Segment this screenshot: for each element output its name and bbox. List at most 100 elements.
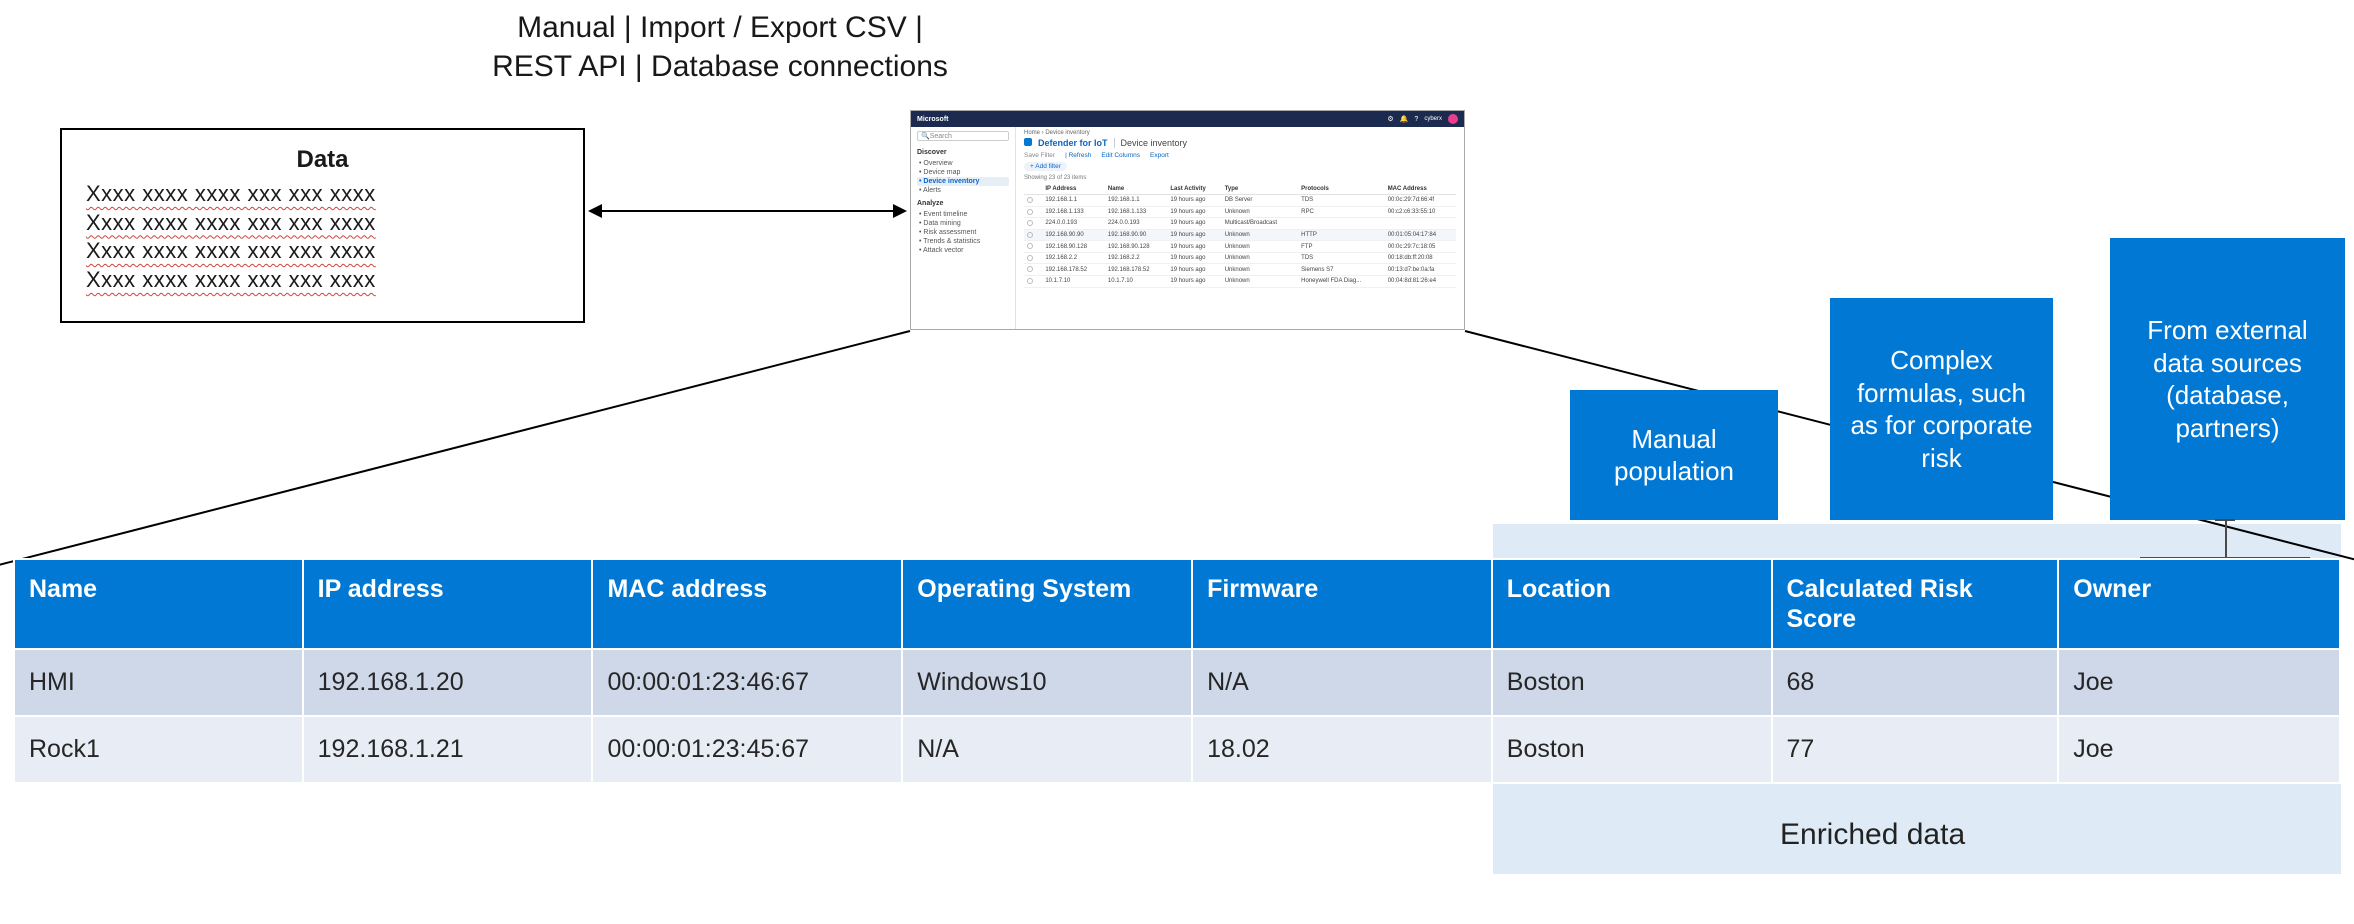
table-cell: Joe xyxy=(2058,649,2340,716)
mini-table-row[interactable]: 192.168.178.52192.168.178.5219 hours ago… xyxy=(1024,264,1456,276)
table-header-name: Name xyxy=(14,559,303,649)
sidebar-item-device-map[interactable]: • Device map xyxy=(917,168,1009,177)
mini-cell: 19 hours ago xyxy=(1167,252,1221,264)
mini-cell: 00:01:05:04:17:84 xyxy=(1385,229,1456,241)
data-placeholder-row: Xxxx xxxx xxxx xxx xxx xxxx xyxy=(86,209,559,238)
row-checkbox[interactable] xyxy=(1024,264,1042,276)
toolbar-savefilter[interactable]: Save Filter xyxy=(1024,152,1055,159)
row-checkbox[interactable] xyxy=(1024,195,1042,207)
page-title: Device inventory xyxy=(1114,138,1188,148)
mini-cell: 19 hours ago xyxy=(1167,241,1221,253)
row-checkbox[interactable] xyxy=(1024,229,1042,241)
sidebar-item-device-inventory[interactable]: • Device inventory xyxy=(917,177,1009,186)
bell-icon: 🔔 xyxy=(1400,115,1409,123)
sidebar-item-attack-vector[interactable]: • Attack vector xyxy=(917,246,1009,255)
sidebar-item-risk-assessment[interactable]: • Risk assessment xyxy=(917,228,1009,237)
mini-cell: 00:c2:c6:33:55:10 xyxy=(1385,206,1456,218)
table-header-operating-system: Operating System xyxy=(902,559,1192,649)
mini-cell: 19 hours ago xyxy=(1167,276,1221,288)
mini-cell: 192.168.1.1 xyxy=(1105,195,1168,207)
mini-cell: Unknown xyxy=(1222,276,1298,288)
row-checkbox[interactable] xyxy=(1024,241,1042,253)
mini-th: Type xyxy=(1222,184,1298,195)
mini-cell: 192.168.1.1 xyxy=(1042,195,1105,207)
bidirectional-arrow-icon xyxy=(590,210,905,212)
mini-cell: FTP xyxy=(1298,241,1385,253)
row-checkbox[interactable] xyxy=(1024,218,1042,230)
sidebar-search[interactable]: 🔍 Search xyxy=(917,131,1009,141)
external-connector-line xyxy=(2225,520,2227,558)
nav-section-discover: Discover xyxy=(917,149,1009,156)
sidebar-item-data-mining[interactable]: • Data mining xyxy=(917,219,1009,228)
callout-manual-text: Manual population xyxy=(1582,423,1766,488)
sidebar-item-event-timeline[interactable]: • Event timeline xyxy=(917,210,1009,219)
defender-sidebar: 🔍 Search Discover • Overview• Device map… xyxy=(911,127,1016,329)
table-cell: 192.168.1.20 xyxy=(303,649,593,716)
data-placeholder-row: Xxxx xxxx xxxx xxx xxx xxxx xyxy=(86,180,559,209)
table-header-location: Location xyxy=(1492,559,1772,649)
table-cell: 00:00:01:23:45:67 xyxy=(592,716,902,783)
sidebar-item-overview[interactable]: • Overview xyxy=(917,159,1009,168)
table-cell: N/A xyxy=(1192,649,1492,716)
defender-mini-table: IP AddressNameLast ActivityTypeProtocols… xyxy=(1024,184,1456,288)
add-filter-pill[interactable]: + Add filter xyxy=(1024,162,1067,171)
callout-external-text: From external data sources (database, pa… xyxy=(2122,314,2333,444)
row-checkbox[interactable] xyxy=(1024,252,1042,264)
mini-table-row[interactable]: 192.168.2.2192.168.2.219 hours agoUnknow… xyxy=(1024,252,1456,264)
user-text: cyberx xyxy=(1424,116,1442,122)
navbar-icons: ⚙ 🔔 ? cyberx xyxy=(1387,114,1458,124)
mini-table-row[interactable]: 192.168.1.133192.168.1.13319 hours agoUn… xyxy=(1024,206,1456,218)
methods-line1: Manual | Import / Export CSV | xyxy=(517,11,923,44)
toolbar-export[interactable]: Export xyxy=(1150,152,1169,159)
mini-cell: 192.168.1.133 xyxy=(1105,206,1168,218)
mini-cell: 224.0.0.193 xyxy=(1042,218,1105,230)
sidebar-item-alerts[interactable]: • Alerts xyxy=(917,186,1009,195)
mini-cell: 00:0c:29:7c:18:05 xyxy=(1385,241,1456,253)
brand-label: Microsoft xyxy=(917,116,949,123)
product-name: Defender for IoT xyxy=(1038,138,1108,148)
defender-navbar: Microsoft ⚙ 🔔 ? cyberx xyxy=(911,111,1464,127)
table-header-mac-address: MAC address xyxy=(592,559,902,649)
table-cell: HMI xyxy=(14,649,303,716)
row-checkbox[interactable] xyxy=(1024,206,1042,218)
mini-cell: 192.168.178.52 xyxy=(1042,264,1105,276)
row-checkbox[interactable] xyxy=(1024,276,1042,288)
mini-th: Protocols xyxy=(1298,184,1385,195)
nav-section-analyze: Analyze xyxy=(917,200,1009,207)
mini-th xyxy=(1024,184,1042,195)
gear-icon: ⚙ xyxy=(1387,115,1393,123)
mini-cell: HTTP xyxy=(1298,229,1385,241)
mini-cell: 00:13:d7:be:0a:fa xyxy=(1385,264,1456,276)
toolbar-refresh[interactable]: Refresh xyxy=(1069,152,1092,159)
mini-table-row[interactable]: 10.1.7.1010.1.7.1019 hours agoUnknownHon… xyxy=(1024,276,1456,288)
table-header-owner: Owner xyxy=(2058,559,2340,649)
mini-table-row[interactable]: 192.168.1.1192.168.1.119 hours agoDB Ser… xyxy=(1024,195,1456,207)
toolbar-editcolumns[interactable]: Edit Columns xyxy=(1101,152,1140,159)
methods-line2: REST API | Database connections xyxy=(492,50,948,83)
nav-list-discover: • Overview• Device map• Device inventory… xyxy=(917,159,1009,195)
data-placeholder-row: Xxxx xxxx xxxx xxx xxx xxxx xyxy=(86,237,559,266)
mini-cell: 192.168.2.2 xyxy=(1105,252,1168,264)
mini-table-row[interactable]: 192.168.90.90192.168.90.9019 hours agoUn… xyxy=(1024,229,1456,241)
mini-cell: 224.0.0.193 xyxy=(1105,218,1168,230)
callout-external-sources: From external data sources (database, pa… xyxy=(2110,238,2345,520)
mini-cell: 00:0c:29:7d:66:4f xyxy=(1385,195,1456,207)
breadcrumb: Home › Device inventory xyxy=(1024,130,1456,136)
mini-th: IP Address xyxy=(1042,184,1105,195)
mini-cell: 19 hours ago xyxy=(1167,264,1221,276)
search-placeholder: Search xyxy=(930,133,952,140)
table-cell: 77 xyxy=(1772,716,2059,783)
table-row: Rock1192.168.1.2100:00:01:23:45:67N/A18.… xyxy=(14,716,2340,783)
mini-cell: 192.168.90.90 xyxy=(1042,229,1105,241)
mini-cell: 192.168.2.2 xyxy=(1042,252,1105,264)
mini-table-row[interactable]: 224.0.0.193224.0.0.19319 hours agoMultic… xyxy=(1024,218,1456,230)
mini-cell: 192.168.90.90 xyxy=(1105,229,1168,241)
data-placeholder-row: Xxxx xxxx xxxx xxx xxx xxxx xyxy=(86,266,559,295)
sidebar-item-trends-statistics[interactable]: • Trends & statistics xyxy=(917,237,1009,246)
mini-cell xyxy=(1385,218,1456,230)
table-cell: 68 xyxy=(1772,649,2059,716)
mini-th: MAC Address xyxy=(1385,184,1456,195)
mini-table-row[interactable]: 192.168.90.128192.168.90.12819 hours ago… xyxy=(1024,241,1456,253)
mini-th: Last Activity xyxy=(1167,184,1221,195)
avatar-icon xyxy=(1448,114,1458,124)
